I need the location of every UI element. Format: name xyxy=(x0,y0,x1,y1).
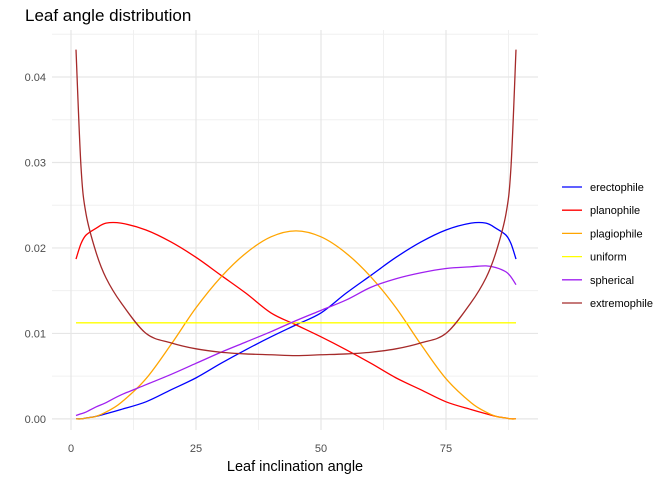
x-tick-label: 75 xyxy=(440,443,452,455)
series-line-spherical xyxy=(75,265,517,417)
legend-label: erectophile xyxy=(590,182,644,194)
series-line-planophile xyxy=(75,221,517,420)
chart-title: Leaf angle distribution xyxy=(25,6,191,25)
x-axis-label: Leaf inclination angle xyxy=(227,459,363,475)
gridlines xyxy=(52,30,538,430)
series-lines xyxy=(75,49,517,420)
x-tick-label: 50 xyxy=(315,443,327,455)
series-line-plagiophile xyxy=(75,230,517,420)
legend-label: planophile xyxy=(590,205,640,217)
y-axis-ticks: 0.00 0.01 0.02 0.03 0.04 xyxy=(25,72,46,426)
x-tick-label: 0 xyxy=(68,443,74,455)
x-axis-ticks: 0 25 50 75 xyxy=(68,443,452,455)
legend-label: extremophile xyxy=(590,298,653,310)
y-tick-label: 0.00 xyxy=(25,414,46,426)
y-tick-label: 0.04 xyxy=(25,72,46,84)
legend-label: spherical xyxy=(590,275,634,287)
y-tick-label: 0.01 xyxy=(25,328,46,340)
legend-label: uniform xyxy=(590,252,627,264)
series-line-extremophile xyxy=(75,49,517,357)
y-tick-label: 0.02 xyxy=(25,243,46,255)
y-tick-label: 0.03 xyxy=(25,157,46,169)
legend: erectophile planophile plagiophile uniform s… xyxy=(562,182,653,310)
x-tick-label: 25 xyxy=(190,443,202,455)
legend-label: plagiophile xyxy=(590,228,643,240)
